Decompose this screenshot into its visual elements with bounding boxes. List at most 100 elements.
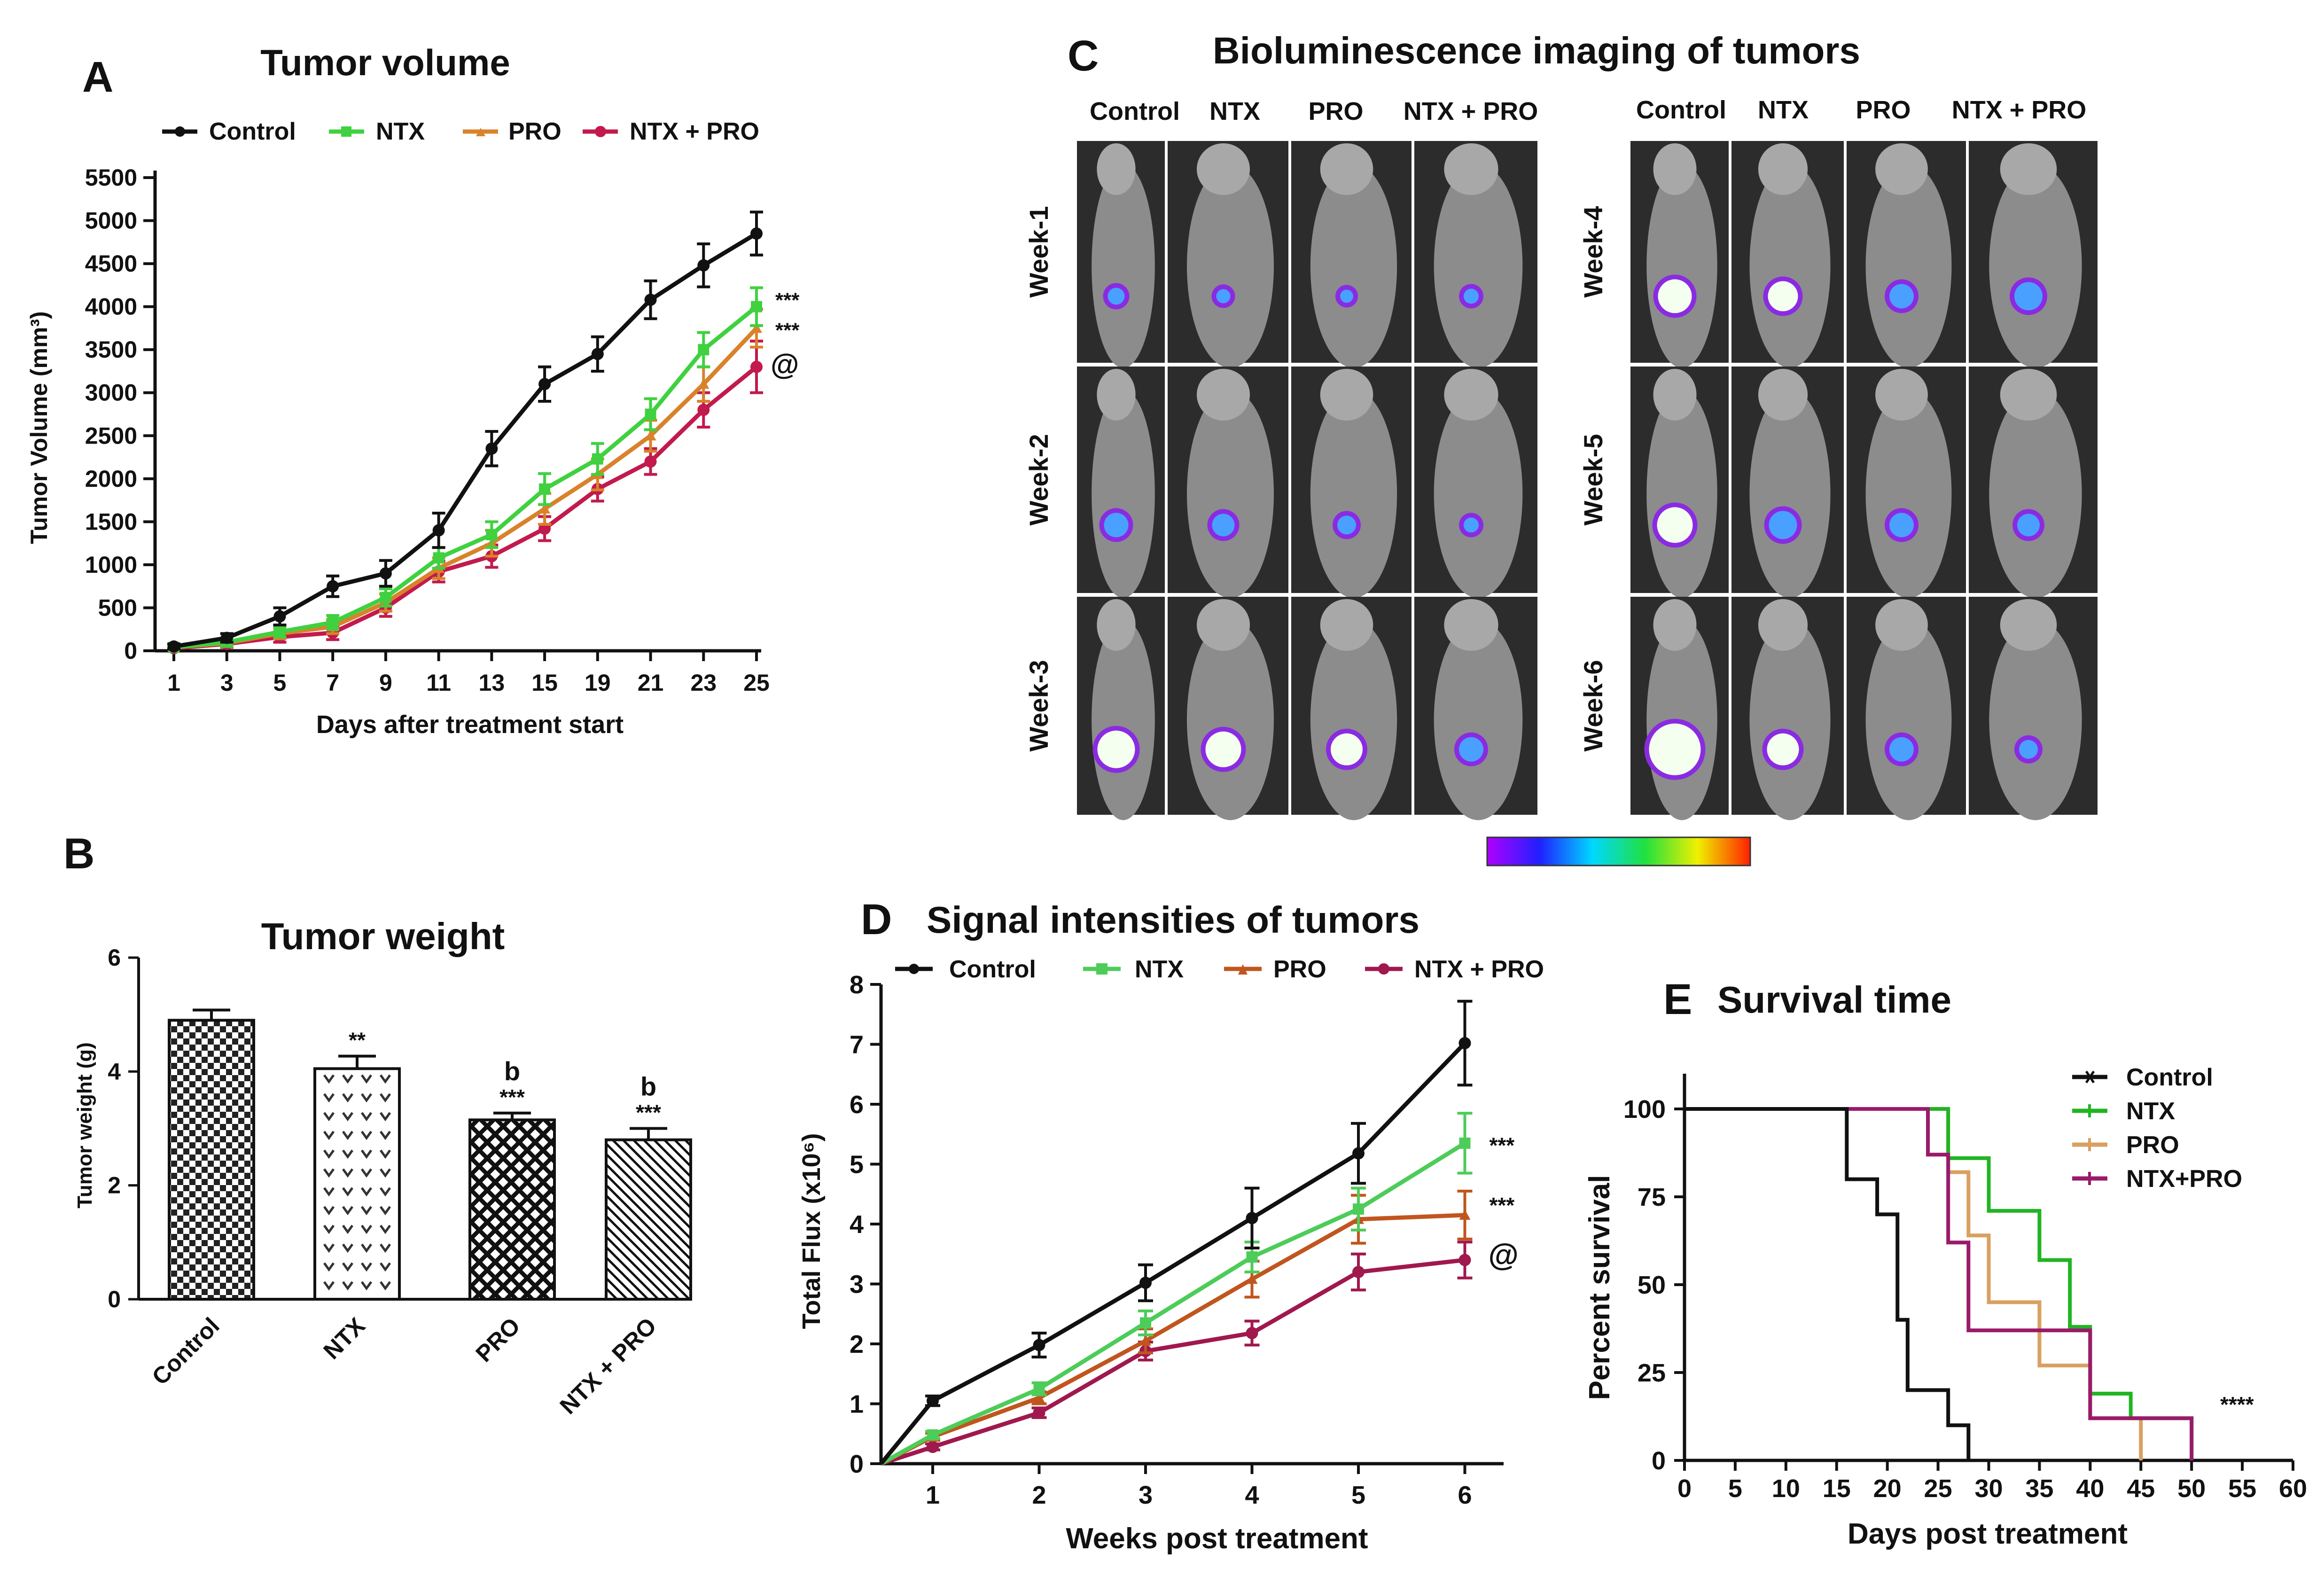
chart-d-ytick-label: 3 [850, 1271, 864, 1299]
tumor-signal-core [1889, 284, 1914, 309]
chart-b-letter-label: b [504, 1056, 520, 1086]
panel-a: A Tumor volume Control NTX PRO NTX + PRO… [26, 42, 800, 739]
chart-a-xtick-label: 5 [273, 670, 287, 696]
mouse-head [1758, 143, 1808, 195]
imaging-column-label: NTX [1209, 97, 1260, 125]
panel-a-letter: A [82, 53, 113, 101]
chart-b-bar [468, 1118, 556, 1301]
chart-d-annotation: *** [1490, 1133, 1515, 1157]
chart-a-annotation: @ [771, 349, 799, 381]
chart-a-xtick-label: 3 [220, 670, 234, 696]
mouse-head [1320, 599, 1373, 651]
colorbar [1486, 836, 1751, 866]
chart-b-bar [313, 1067, 401, 1301]
tumor-signal-core [1340, 289, 1353, 303]
chart-d-xtick-label: 1 [926, 1481, 940, 1509]
chart-d-data-point [1033, 1392, 1045, 1403]
chart-d-data-point [1033, 1383, 1045, 1395]
legend-e-ntx: NTX [2126, 1098, 2175, 1125]
chart-a-data-point [220, 632, 233, 644]
tumor-signal-core [1097, 730, 1135, 768]
tumor-signal-core [2017, 514, 2040, 537]
chart-d-data-point [1458, 1254, 1471, 1266]
chart-d-xtick-label: 3 [1139, 1481, 1153, 1509]
chart-d-data-point [1352, 1266, 1365, 1278]
imaging-column-label: NTX [1758, 96, 1809, 124]
chart-d-ytick-label: 8 [850, 971, 864, 999]
chart-b-significance: ** [349, 1028, 366, 1053]
panel-c-letter: C [1068, 32, 1099, 80]
mouse-head [2000, 143, 2057, 195]
chart-a-data-point [432, 524, 445, 537]
tumor-signal-core [1337, 515, 1356, 535]
chart-a-series-line [173, 365, 758, 650]
mouse-body [1434, 619, 1523, 820]
chart-a-data-point [644, 455, 657, 468]
chart-e-survival-curve [1685, 1107, 2143, 1460]
chart-e-ytick-label: 75 [1638, 1183, 1666, 1211]
chart-b-ytick-label: 6 [108, 944, 121, 971]
mouse-body [1865, 164, 1952, 368]
chart-d-data-point [1353, 1203, 1364, 1215]
chart-a-annotation: *** [775, 319, 800, 342]
imaging-week-label: Week-5 [1578, 434, 1608, 525]
chart-e-ytick-label: 25 [1638, 1359, 1666, 1387]
chart-d-series-line [880, 1141, 1466, 1466]
chart-d-data-point [1246, 1273, 1258, 1284]
mouse-body [1749, 619, 1831, 820]
chart-d-ytick-label: 7 [850, 1031, 864, 1059]
imaging-grid: Control NTX PRO NTX + PRO Week-1 Week-2 Week-3… [1024, 96, 2098, 820]
legend-a-ntx: NTX [376, 118, 425, 145]
mouse-head [1320, 369, 1373, 421]
tumor-signal-core [1889, 737, 1914, 762]
chart-a-data-point [750, 360, 763, 373]
mouse-body [1865, 619, 1952, 820]
chart-a-ytick-label: 1500 [85, 508, 137, 535]
chart-d-data-point [1140, 1317, 1151, 1329]
chart-a-xtick-label: 19 [585, 670, 611, 696]
chart-a-data-point [592, 453, 603, 465]
chart-e-xtick-label: 0 [1677, 1475, 1692, 1503]
chart-a-data-point [485, 442, 498, 455]
chart-a-ytick-label: 3000 [85, 380, 137, 406]
chart-a-xtick-label: 21 [638, 670, 664, 696]
chart-a-ytick-label: 5000 [85, 208, 137, 234]
chart-d-data-point [1139, 1276, 1152, 1289]
imaging-column-label: PRO [1308, 97, 1363, 125]
chart-e-survival-curve [1685, 1107, 1971, 1460]
chart-e-xtick-label: 50 [2177, 1475, 2206, 1503]
mouse-head [1097, 143, 1136, 195]
chart-a-annotation: *** [775, 289, 800, 312]
tumor-signal-core [1107, 288, 1125, 305]
chart-e-xtick-label: 40 [2076, 1475, 2104, 1503]
chart-e-xtick-label: 5 [1728, 1475, 1742, 1503]
mouse-head [1653, 599, 1697, 651]
panel-e-letter: E [1663, 975, 1692, 1023]
mouse-body [1989, 164, 2082, 368]
mouse-head [1196, 599, 1250, 651]
chart-e-ytick-label: 100 [1623, 1095, 1666, 1123]
mouse-body [1434, 390, 1523, 598]
mouse-head [1196, 143, 1250, 195]
chart-b-error-bar [630, 1127, 667, 1140]
chart-d-annotation: @ [1489, 1237, 1519, 1272]
mouse-head [1875, 599, 1928, 651]
panel-b: B Tumor weight 0246Control**NTX***bPRO**… [63, 830, 692, 1419]
panel-d-letter: D [861, 896, 892, 944]
chart-a-ytick-label: 0 [124, 638, 137, 664]
mouse-head [1097, 599, 1136, 651]
mouse-head [1758, 599, 1808, 651]
chart-d-series-line [879, 1041, 1466, 1465]
tumor-signal-core [1459, 737, 1483, 762]
chart-b-significance: *** [499, 1085, 525, 1109]
mouse-body [1434, 164, 1523, 368]
panel-b-title: Tumor weight [261, 915, 505, 957]
chart-d-data-point [1033, 1406, 1045, 1419]
chart-d-data-point [1246, 1212, 1258, 1225]
legend-e-control: Control [2126, 1064, 2213, 1091]
mouse-body [1865, 390, 1952, 598]
chart-a-data-point [698, 344, 710, 356]
chart-e-xtick-label: 30 [1974, 1475, 2003, 1503]
